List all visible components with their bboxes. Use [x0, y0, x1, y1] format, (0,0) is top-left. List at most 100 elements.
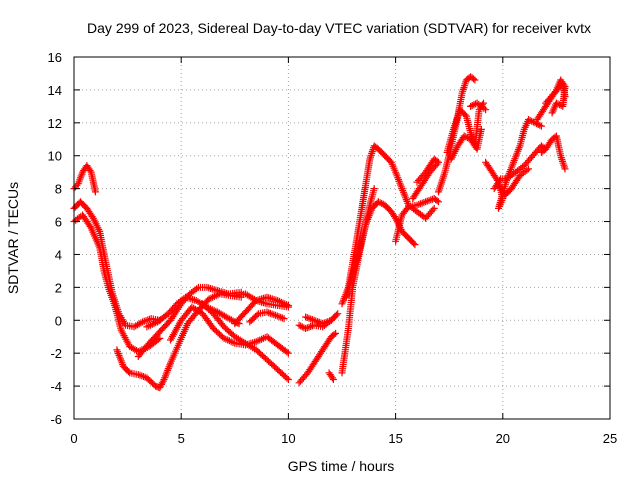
data-point-marker	[156, 334, 164, 342]
data-point-marker	[327, 316, 335, 324]
series-19	[392, 195, 442, 245]
data-point-marker	[137, 319, 145, 327]
data-point-marker	[159, 377, 167, 385]
series-11	[246, 308, 288, 326]
data-point-marker	[86, 223, 94, 230]
data-point-marker	[559, 102, 567, 110]
series-24	[467, 99, 490, 114]
data-point-marker	[295, 321, 303, 329]
data-point-marker	[422, 198, 430, 206]
data-point-marker	[528, 117, 536, 125]
y-tick-label: 4	[55, 247, 62, 262]
data-point-marker	[334, 310, 342, 318]
data-point-marker	[280, 315, 288, 323]
data-point-marker	[525, 165, 532, 173]
data-point-marker	[330, 331, 338, 338]
series-20	[409, 155, 442, 202]
data-point-marker	[277, 298, 285, 306]
series-18	[338, 185, 378, 377]
data-point-marker	[157, 382, 165, 390]
y-tick-label: 2	[55, 280, 62, 295]
x-tick-label: 0	[70, 431, 77, 446]
data-point-marker	[172, 302, 179, 309]
y-tick-label: 14	[48, 83, 62, 98]
data-point-marker	[86, 167, 94, 174]
data-point-marker	[148, 320, 156, 328]
x-tick-labels: 0 5 10 15 20 25	[70, 431, 617, 446]
data-point-marker	[462, 133, 470, 141]
data-point-marker	[463, 134, 471, 142]
data-point-marker	[319, 320, 327, 328]
data-point-marker	[265, 309, 273, 317]
data-point-marker	[268, 310, 276, 318]
data-point-marker	[320, 319, 328, 327]
data-point-marker	[548, 109, 556, 117]
chart-title: Day 299 of 2023, Sidereal Day-to-day VTE…	[87, 20, 591, 36]
x-tick-label: 15	[388, 431, 402, 446]
data-point-marker	[477, 125, 485, 133]
data-point-marker	[91, 188, 99, 196]
y-tick-label: 12	[48, 116, 62, 131]
y-tick-label: 8	[55, 182, 62, 197]
data-point-marker	[523, 166, 531, 174]
data-point-marker	[417, 200, 424, 208]
data-point-marker	[410, 239, 418, 247]
data-point-marker	[430, 204, 438, 212]
x-axis-label: GPS time / hours	[288, 458, 395, 474]
series-23	[447, 125, 485, 163]
data-point-marker	[411, 241, 419, 249]
data-point-marker	[467, 102, 475, 110]
data-point-marker	[415, 176, 422, 184]
plot-frame	[73, 56, 611, 420]
data-point-marker	[284, 376, 292, 383]
data-point-marker	[561, 165, 569, 173]
data-point-marker	[283, 348, 291, 356]
data-point-marker	[303, 314, 311, 322]
data-point-marker	[329, 376, 337, 383]
x-tick-label: 20	[496, 431, 510, 446]
data-point-marker	[433, 197, 441, 205]
data-point-marker	[529, 118, 537, 126]
series-1	[70, 162, 99, 196]
data-point-marker	[156, 384, 164, 392]
data-point-marker	[273, 312, 281, 320]
data-point-marker	[376, 199, 384, 207]
data-point-marker	[468, 102, 476, 109]
series-15	[325, 369, 337, 383]
data-point-marker	[315, 318, 323, 326]
data-point-marker	[536, 121, 544, 129]
data-point-marker	[302, 325, 310, 332]
data-point-marker	[158, 380, 165, 388]
data-point-marker	[277, 313, 285, 321]
data-point-marker	[284, 302, 292, 309]
series-14	[302, 313, 335, 328]
data-point-marker	[284, 349, 292, 357]
data-point-marker	[207, 294, 215, 302]
y-tick-label: -4	[50, 379, 62, 394]
series-10	[231, 293, 292, 328]
series-27	[495, 165, 532, 199]
data-point-marker	[140, 373, 147, 380]
data-point-marker	[125, 368, 132, 376]
x-tick-label: 5	[178, 431, 185, 446]
data-point-marker	[470, 75, 477, 83]
y-tick-label: -2	[50, 346, 62, 361]
data-point-marker	[413, 178, 421, 186]
data-point-marker	[496, 176, 504, 184]
series-3	[70, 211, 164, 355]
data-point-marker	[305, 314, 313, 322]
data-point-marker	[328, 374, 336, 382]
data-point-marker	[263, 308, 271, 316]
data-point-marker	[374, 198, 382, 206]
y-tick-label: 10	[48, 149, 62, 164]
data-point-marker	[526, 116, 534, 124]
data-point-marker	[534, 121, 542, 128]
data-point-marker	[537, 122, 545, 130]
y-tick-label: 6	[55, 215, 62, 230]
data-point-marker	[435, 198, 442, 206]
data-points	[70, 73, 569, 392]
y-tick-label: 16	[48, 50, 62, 65]
grid-lines	[74, 57, 610, 419]
